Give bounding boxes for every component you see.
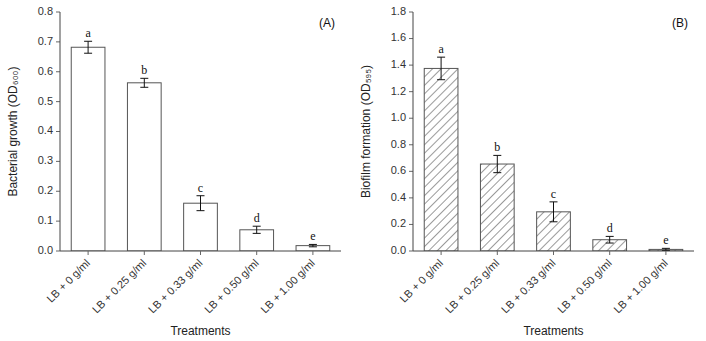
significance-letter: d (254, 211, 260, 225)
y-tick-label: 0.1 (38, 214, 53, 226)
bars (424, 57, 683, 251)
x-tick (609, 251, 610, 255)
y-tick (56, 101, 60, 102)
bar (296, 246, 330, 251)
error-bar (140, 78, 148, 87)
bar (71, 47, 105, 251)
significance-letter: b (494, 140, 500, 154)
y-tick (56, 41, 60, 42)
x-axis-label: Treatments (523, 324, 583, 338)
significance-letter: e (310, 229, 315, 243)
y-tick-label: 0.0 (38, 244, 53, 256)
x-tick (88, 251, 89, 255)
x-tick-label: LB + 0.25 g/ml (443, 257, 502, 316)
error-bar (662, 248, 670, 250)
bar (184, 203, 218, 251)
y-tick (409, 171, 413, 172)
y-tick-label: 0.5 (38, 95, 53, 107)
x-tick (144, 251, 145, 255)
error-bar (437, 57, 445, 80)
bar (127, 83, 161, 251)
y-tick (56, 71, 60, 72)
y-tick (56, 12, 60, 13)
y-tick (56, 251, 60, 252)
y-tick-label: 0.6 (38, 65, 53, 77)
x-tick (665, 251, 666, 255)
y-tick (409, 197, 413, 198)
y-tick (409, 91, 413, 92)
significance-letter: b (141, 63, 147, 77)
y-axis-label: Biofilm formation (OD₅₉₅) (359, 65, 373, 198)
y-tick-label: 0.2 (391, 217, 406, 229)
x-tick (312, 251, 313, 255)
error-bar (84, 41, 92, 53)
x-tick (256, 251, 257, 255)
y-tick (409, 224, 413, 225)
y-tick-label: 0.8 (391, 138, 406, 150)
y-axis-label: Bacterial growth (OD₆₀₀) (6, 66, 20, 196)
error-bar (309, 244, 317, 246)
x-tick (497, 251, 498, 255)
error-bar (253, 226, 261, 233)
x-tick-label: LB + 0.50 g/ml (202, 257, 261, 316)
x-tick (200, 251, 201, 255)
y-tick (56, 191, 60, 192)
x-tick-label: LB + 0.33 g/ml (499, 257, 558, 316)
y-tick-label: 0.3 (38, 154, 53, 166)
x-tick-label: LB + 0.33 g/ml (146, 257, 205, 316)
y-tick-label: 1.2 (391, 85, 406, 97)
error-bar (493, 155, 501, 172)
y-axis (413, 12, 414, 251)
error-bar (550, 202, 558, 222)
y-tick-label: 1.4 (391, 58, 406, 70)
x-tick-label: LB + 0 g/ml (44, 257, 92, 305)
significance-letter: a (85, 26, 91, 40)
significance-letter: a (438, 42, 444, 56)
x-axis-label: Treatments (170, 324, 230, 338)
y-axis (60, 12, 61, 251)
y-tick (409, 144, 413, 145)
significance-letter: c (198, 181, 203, 195)
x-tick (553, 251, 554, 255)
x-tick-label: LB + 0.50 g/ml (555, 257, 614, 316)
panel-label: (A) (319, 16, 335, 30)
y-tick-label: 0.4 (38, 124, 53, 136)
bar (480, 164, 514, 251)
bars (71, 41, 330, 251)
y-tick (56, 131, 60, 132)
x-tick (441, 251, 442, 255)
y-tick-label: 0.8 (38, 5, 53, 17)
significance-letter: c (551, 187, 556, 201)
y-tick-label: 0.7 (38, 35, 53, 47)
y-tick-label: 0.4 (391, 191, 406, 203)
error-bar (606, 236, 614, 243)
figure: 0.0 0.1 0.2 0.3 0.4 0.5 0.6 0.7 0.8 a b c d e LB + 0 g… (0, 0, 706, 341)
x-tick-label: LB + 1.00 g/ml (258, 257, 317, 316)
y-tick (409, 65, 413, 66)
error-bar (197, 196, 205, 211)
y-tick-label: 0.2 (38, 184, 53, 196)
y-tick (56, 221, 60, 222)
bar (240, 230, 274, 251)
panel: 0.0 0.2 0.4 0.6 0.8 1.0 1.2 1.4 1.6 1.8 a b c d e LB + … (359, 5, 694, 338)
x-tick-label: LB + 1.00 g/ml (611, 257, 670, 316)
x-tick-label: LB + 0.25 g/ml (90, 257, 149, 316)
significance-letter: d (607, 221, 613, 235)
y-tick-label: 0.0 (391, 244, 406, 256)
y-tick (409, 251, 413, 252)
significance-letter: e (663, 233, 668, 247)
panel: 0.0 0.1 0.2 0.3 0.4 0.5 0.6 0.7 0.8 a b c d e LB + 0 g… (6, 5, 341, 338)
y-tick (409, 118, 413, 119)
y-tick-label: 1.6 (391, 31, 406, 43)
x-tick-label: LB + 0 g/ml (397, 257, 445, 305)
panel-label: (B) (672, 16, 688, 30)
y-tick-label: 1.8 (391, 5, 406, 17)
y-tick (56, 161, 60, 162)
bar (424, 68, 458, 251)
y-tick (409, 12, 413, 13)
y-tick (409, 38, 413, 39)
y-tick-label: 0.6 (391, 164, 406, 176)
y-tick-label: 1.0 (391, 111, 406, 123)
